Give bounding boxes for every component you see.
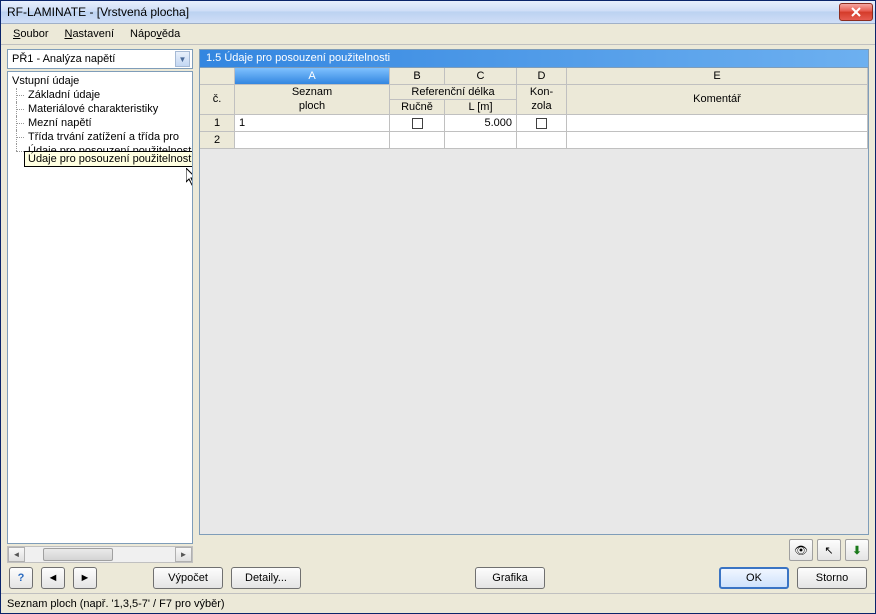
chevron-down-icon: ▼ [175,51,190,67]
pick-button[interactable]: ↖ [817,539,841,561]
cell-length[interactable]: 5.000 [445,115,517,132]
col-bc-header: Referenční délka [390,85,517,100]
window-title: RF-LAMINATE - [Vrstvená plocha] [7,5,839,19]
cell-manual[interactable] [390,115,445,132]
bottom-buttons: ? ◄ ► Výpočet Detaily... Grafika OK Stor… [1,563,875,593]
export-button[interactable]: ⬇ [845,539,869,561]
excel-icon: ⬇ [852,544,861,557]
left-panel: PŘ1 - Analýza napětí ▼ Vstupní údaje Zák… [7,49,193,563]
col-e-header: Komentář [567,85,868,115]
tree-root[interactable]: Vstupní údaje [8,74,192,88]
col-d-header: Kon- zola [517,85,567,115]
scroll-left-icon[interactable]: ◄ [8,547,25,562]
titlebar: RF-LAMINATE - [Vrstvená plocha] [1,1,875,24]
cell-surfaces[interactable]: 1 [235,115,390,132]
cancel-button[interactable]: Storno [797,567,867,589]
col-rownum-head [200,68,235,85]
col-e-letter[interactable]: E [567,68,868,85]
cursor-icon [186,168,193,189]
col-b-header: Ručně [390,100,445,115]
next-button[interactable]: ► [73,567,97,589]
table-row[interactable]: 2 [200,132,868,149]
eye-icon: 👁 [794,544,808,557]
calculate-button[interactable]: Výpočet [153,567,223,589]
help-icon: ? [18,572,25,584]
grid-column-labels: č. Seznam ploch Referenční délka Ručně L… [200,85,868,115]
nav-tree[interactable]: Vstupní údaje Základní údaje Materiálové… [7,71,193,544]
col-c-header: L [m] [445,100,517,115]
view-button[interactable]: 👁 [789,539,813,561]
col-b-letter[interactable]: B [390,68,445,85]
tooltip: Údaje pro posouzení použitelnosti [24,151,193,167]
data-grid[interactable]: A B C D E č. Seznam ploch Referenční dél… [199,67,869,535]
menu-settings[interactable]: Nastavení [56,26,122,42]
row-number[interactable]: 2 [200,132,235,149]
rownum-header: č. [200,85,235,115]
hscrollbar[interactable]: ◄ ► [7,546,193,563]
cell-surfaces[interactable] [235,132,390,149]
col-c-letter[interactable]: C [445,68,517,85]
tree-item-load-duration[interactable]: Třída trvání zatížení a třída pro [8,130,192,144]
prev-icon: ◄ [48,572,59,584]
grid-column-letters: A B C D E [200,68,868,85]
panel-title: 1.5 Údaje pro posouzení použitelnosti [199,49,869,67]
cell-length[interactable] [445,132,517,149]
tree-item-basic[interactable]: Základní údaje [8,88,192,102]
col-d-letter[interactable]: D [517,68,567,85]
dropdown-value: PŘ1 - Analýza napětí [12,53,175,65]
prev-button[interactable]: ◄ [41,567,65,589]
cell-manual[interactable] [390,132,445,149]
scroll-right-icon[interactable]: ► [175,547,192,562]
tree-item-material[interactable]: Materiálové charakteristiky [8,102,192,116]
checkbox-icon[interactable] [536,118,547,129]
graphics-button[interactable]: Grafika [475,567,545,589]
help-button[interactable]: ? [9,567,33,589]
grid-body: 1 1 5.000 2 [200,115,868,534]
scroll-track[interactable] [25,547,175,562]
menu-file[interactable]: Soubor [5,26,56,42]
cell-comment[interactable] [567,132,868,149]
ok-button[interactable]: OK [719,567,789,589]
close-button[interactable] [839,3,873,21]
next-icon: ► [80,572,91,584]
cell-cantilever[interactable] [517,132,567,149]
details-button[interactable]: Detaily... [231,567,301,589]
cell-cantilever[interactable] [517,115,567,132]
table-row[interactable]: 1 1 5.000 [200,115,868,132]
main-area: PŘ1 - Analýza napětí ▼ Vstupní údaje Zák… [1,45,875,563]
statusbar: Seznam ploch (např. '1,3,5-7' / F7 pro v… [1,593,875,613]
scroll-thumb[interactable] [43,548,113,561]
grid-toolbar: 👁 ↖ ⬇ [199,535,869,563]
cell-comment[interactable] [567,115,868,132]
app-window: RF-LAMINATE - [Vrstvená plocha] Soubor N… [0,0,876,614]
pick-icon: ↖ [824,544,833,557]
col-a-header: Seznam ploch [235,85,390,115]
checkbox-icon[interactable] [412,118,423,129]
status-text: Seznam ploch (např. '1,3,5-7' / F7 pro v… [7,598,225,610]
case-dropdown[interactable]: PŘ1 - Analýza napětí ▼ [7,49,193,69]
tree-item-limit-stress[interactable]: Mezní napětí [8,116,192,130]
menu-help[interactable]: Nápověda [122,26,188,42]
row-number[interactable]: 1 [200,115,235,132]
col-a-letter[interactable]: A [235,68,390,85]
menubar: Soubor Nastavení Nápověda [1,24,875,45]
right-panel: 1.5 Údaje pro posouzení použitelnosti A … [199,49,869,563]
